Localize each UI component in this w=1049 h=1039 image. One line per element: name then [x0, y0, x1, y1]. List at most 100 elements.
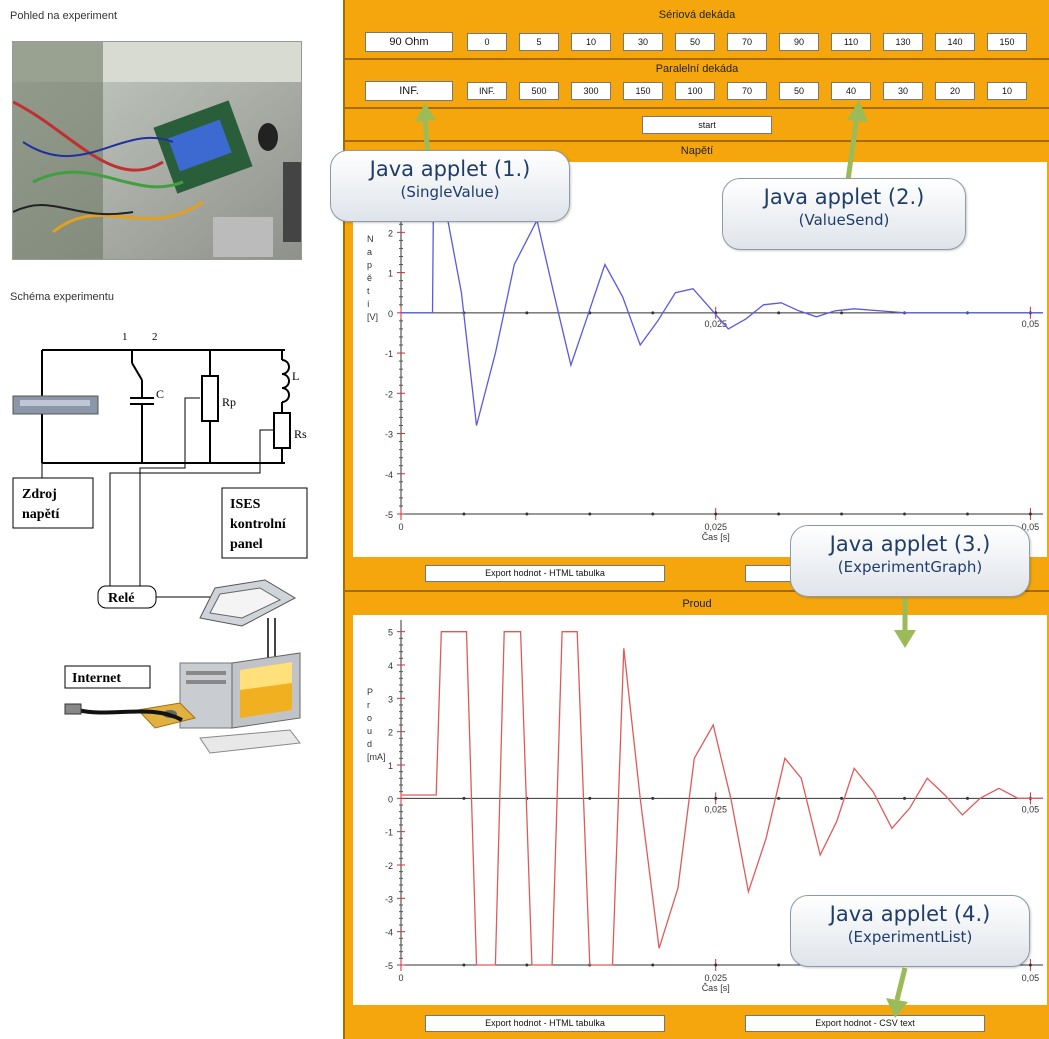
y-tick-label: -3 — [385, 430, 393, 440]
x-minor-tick — [777, 311, 781, 315]
x-minor-tick — [525, 311, 529, 315]
x-tick-label: 0,025 — [704, 522, 727, 532]
serial-value-button[interactable]: 130 — [883, 33, 923, 51]
node2-label: 2 — [152, 331, 158, 343]
parallel-value-button[interactable]: INF. — [467, 82, 507, 100]
y-tick-label: -3 — [385, 894, 393, 904]
x-minor-tick — [903, 512, 907, 516]
voltage-export-html-button[interactable]: Export hodnot - HTML tabulka — [425, 565, 665, 582]
y-tick-label: -2 — [385, 861, 393, 871]
callout-value-send: Java applet (2.) (ValueSend) — [722, 178, 966, 250]
current-graph-title: Proud — [682, 598, 712, 610]
callout-3-title: Java applet (3.) — [829, 532, 991, 556]
callout-experiment-list: Java applet (4.) (ExperimentList) — [790, 895, 1030, 967]
parallel-value-display: INF. — [365, 81, 453, 101]
serial-value-button[interactable]: 110 — [831, 33, 871, 51]
parallel-value-button[interactable]: 100 — [675, 82, 715, 100]
y-tick-label: -2 — [385, 389, 393, 399]
y-tick-label: -1 — [385, 349, 393, 359]
parallel-decade-title: Paralelní dekáda — [655, 63, 739, 75]
internet-label: Internet — [72, 671, 121, 686]
parallel-value-button[interactable]: 150 — [623, 82, 663, 100]
ises-label-3: panel — [230, 537, 263, 552]
callout-4-title: Java applet (4.) — [829, 902, 991, 926]
serial-value-button[interactable]: 10 — [571, 33, 611, 51]
node1-label: 1 — [122, 331, 128, 343]
y-tick-label: 0 — [388, 794, 393, 804]
serial-value-button[interactable]: 0 — [467, 33, 507, 51]
x-minor-tick — [714, 796, 718, 800]
serial-value-button[interactable]: 90 — [779, 33, 819, 51]
y-tick-label: 3 — [388, 694, 393, 704]
parallel-value-button[interactable]: 30 — [883, 82, 923, 100]
parallel-value-button[interactable]: 70 — [727, 82, 767, 100]
source-label-1: Zdroj — [22, 487, 57, 502]
x-minor-tick — [1028, 512, 1032, 516]
serial-value-button[interactable]: 150 — [987, 33, 1027, 51]
parallel-value-button[interactable]: 40 — [831, 82, 871, 100]
x-tick-label: 0 — [398, 973, 403, 983]
callout-2-title: Java applet (2.) — [763, 185, 925, 209]
experiment-photo — [12, 41, 302, 260]
callout-3-subtitle: (ExperimentGraph) — [837, 558, 983, 576]
parallel-value-button[interactable]: 20 — [935, 82, 975, 100]
relay-label: Relé — [108, 591, 134, 606]
arrow-head-1 — [415, 103, 436, 122]
x-tick-label: 0,025 — [704, 319, 727, 329]
x-tick-label: 0,05 — [1022, 522, 1040, 532]
serial-value-button[interactable]: 30 — [623, 33, 663, 51]
parallel-value-button[interactable]: 10 — [987, 82, 1027, 100]
y-tick-label: 5 — [388, 628, 393, 638]
parallel-value-button[interactable]: 500 — [519, 82, 559, 100]
arrow-head-2 — [847, 100, 868, 122]
x-minor-tick — [525, 963, 529, 967]
x-minor-tick — [651, 796, 655, 800]
inductor-label: L — [292, 369, 299, 383]
parallel-value-button[interactable]: 50 — [779, 82, 819, 100]
capacitor-label: C — [156, 387, 164, 401]
current-export-html-button[interactable]: Export hodnot - HTML tabulka — [425, 1015, 665, 1032]
y-tick-label: -4 — [385, 928, 393, 938]
x-minor-tick — [462, 512, 466, 516]
serial-value-display: 90 Ohm — [365, 32, 453, 52]
callout-1-subtitle: (SingleValue) — [400, 183, 500, 201]
y-tick-label: -1 — [385, 828, 393, 838]
ises-label-2: kontrolní — [230, 517, 287, 532]
x-minor-tick — [462, 796, 466, 800]
start-button[interactable]: start — [642, 116, 772, 134]
serial-value-button[interactable]: 5 — [519, 33, 559, 51]
source-label-2: napětí — [22, 507, 60, 522]
serial-value-button[interactable]: 140 — [935, 33, 975, 51]
y-tick-label: 2 — [388, 728, 393, 738]
x-minor-tick — [651, 963, 655, 967]
x-minor-tick — [777, 512, 781, 516]
x-minor-tick — [840, 512, 844, 516]
y-tick-label: -4 — [385, 470, 393, 480]
serial-decade-title: Sériová dekáda — [658, 9, 736, 21]
x-minor-tick — [462, 963, 466, 967]
x-minor-tick — [525, 512, 529, 516]
y-tick-label: 1 — [388, 761, 393, 771]
photo-title: Pohled na experiment — [10, 10, 118, 22]
voltage-graph-title: Napětí — [680, 145, 714, 157]
y-tick-label: 1 — [388, 269, 393, 279]
x-minor-tick — [1028, 963, 1032, 967]
x-tick-label: 0,025 — [704, 804, 727, 814]
x-minor-tick — [588, 796, 592, 800]
callout-experiment-graph: Java applet (3.) (ExperimentGraph) — [790, 525, 1030, 597]
arrow-head-3 — [894, 630, 916, 648]
callout-1-title: Java applet (1.) — [369, 157, 531, 181]
series-line — [401, 631, 1043, 966]
x-tick-label: 0,025 — [704, 973, 727, 983]
x-minor-tick — [777, 963, 781, 967]
x-axis-label: Čas [s] — [702, 532, 730, 542]
y-tick-label: -5 — [385, 961, 393, 971]
serial-value-button[interactable]: 70 — [727, 33, 767, 51]
x-tick-label: 0,05 — [1022, 319, 1040, 329]
y-tick-label: -5 — [385, 510, 393, 520]
current-export-csv-button[interactable]: Export hodnot - CSV text — [745, 1015, 985, 1032]
serial-value-button[interactable]: 50 — [675, 33, 715, 51]
circuit-schematic: Zdroj napětí 1 2 C Rp L Rs Relé ISES — [10, 318, 320, 778]
parallel-value-button[interactable]: 300 — [571, 82, 611, 100]
